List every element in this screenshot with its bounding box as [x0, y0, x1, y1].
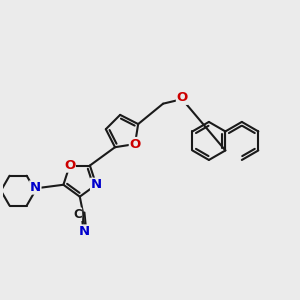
Text: O: O — [176, 91, 188, 104]
Text: C: C — [73, 208, 82, 221]
Text: N: N — [79, 225, 90, 238]
Text: N: N — [30, 181, 41, 194]
Text: N: N — [91, 178, 102, 191]
Text: O: O — [64, 159, 75, 172]
Text: O: O — [129, 138, 141, 151]
